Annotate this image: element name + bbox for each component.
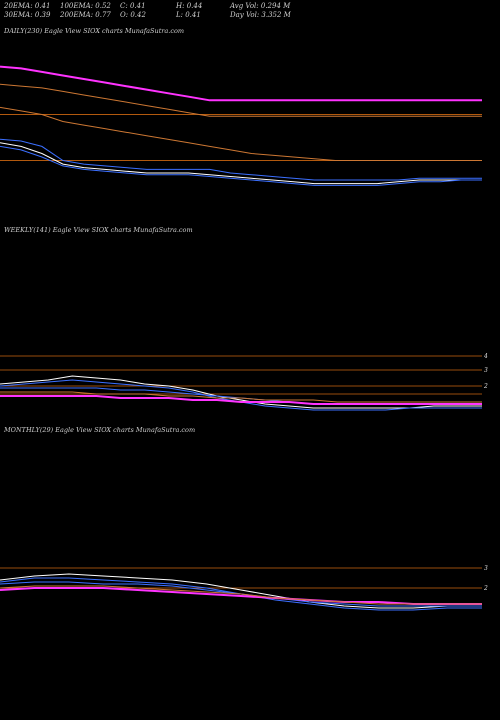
weekly-chart: 4 3 2 bbox=[0, 353, 488, 411]
ema20-value: 20EMA: 0.41 bbox=[4, 2, 51, 10]
daily-panel-label: DAILY(230) Eagle View SIOX charts Munafa… bbox=[4, 27, 185, 35]
monthly-chart: 32 bbox=[0, 565, 488, 611]
weekly-ytick-1: 3 bbox=[484, 367, 488, 374]
ema30-value: 30EMA: 0.39 bbox=[4, 11, 51, 19]
ema100-value: 100EMA: 0.52 bbox=[60, 2, 111, 10]
monthly-series-4 bbox=[0, 585, 482, 605]
monthly-series-0 bbox=[0, 573, 482, 609]
close-value: C: 0.41 bbox=[120, 2, 146, 10]
open-value: O: 0.42 bbox=[120, 11, 146, 19]
daily-series-1 bbox=[0, 83, 482, 117]
ema200-value: 200EMA: 0.77 bbox=[60, 11, 111, 19]
weekly-series-3 bbox=[0, 395, 482, 405]
weekly-ytick-2: 2 bbox=[483, 383, 488, 390]
weekly-series-4 bbox=[0, 391, 482, 403]
stats-row-1: 20EMA: 0.41 100EMA: 0.52 C: 0.41 H: 0.44… bbox=[4, 2, 496, 11]
stats-row-2: 30EMA: 0.39 200EMA: 0.77 O: 0.42 L: 0.41… bbox=[4, 11, 496, 20]
weekly-ytick-0: 4 bbox=[483, 353, 488, 360]
stats-header: 20EMA: 0.41 100EMA: 0.52 C: 0.41 H: 0.44… bbox=[4, 2, 496, 20]
low-value: L: 0.41 bbox=[176, 11, 201, 19]
daily-series-3 bbox=[0, 142, 482, 185]
monthly-panel-label: MONTHLY(29) Eagle View SIOX charts Munaf… bbox=[4, 426, 196, 434]
daily-series-0 bbox=[0, 65, 482, 102]
weekly-series-0 bbox=[0, 375, 482, 409]
monthly-ytick-0: 3 bbox=[484, 565, 488, 572]
monthly-series-3 bbox=[0, 587, 482, 605]
daily-chart bbox=[0, 65, 482, 186]
high-value: H: 0.44 bbox=[176, 2, 203, 10]
weekly-panel-label: WEEKLY(141) Eagle View SIOX charts Munaf… bbox=[4, 226, 193, 234]
monthly-ytick-1: 2 bbox=[483, 585, 488, 592]
daily-series-2 bbox=[0, 106, 482, 161]
daily-series-5 bbox=[0, 138, 482, 181]
day-volume-value: Day Vol: 3.352 M bbox=[230, 11, 291, 19]
daily-series-4 bbox=[0, 145, 482, 186]
avg-volume-value: Avg Vol: 0.294 M bbox=[230, 2, 291, 10]
